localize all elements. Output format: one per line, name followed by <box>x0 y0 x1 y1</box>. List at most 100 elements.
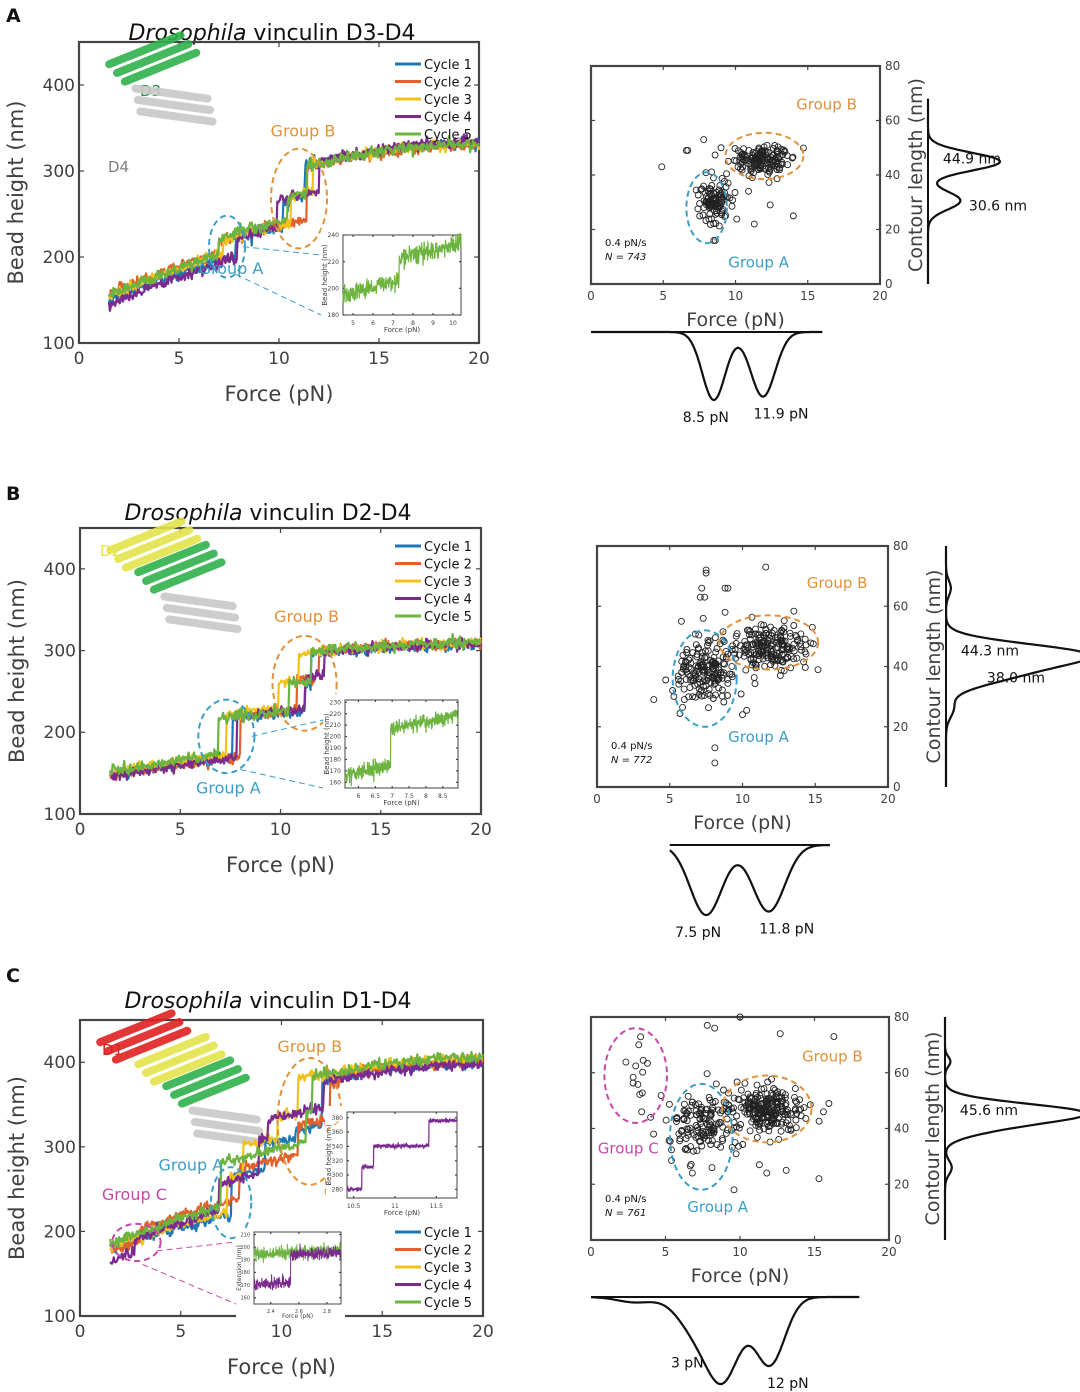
y-tick-label: 180 <box>328 312 340 319</box>
scatter-point <box>712 1080 720 1088</box>
scatter-point <box>760 1085 768 1093</box>
scatter-point <box>711 1098 719 1105</box>
helix-shape <box>105 31 185 69</box>
scatter-point <box>701 647 709 655</box>
scatter-point <box>773 175 781 183</box>
annotation-group-b: Group B <box>807 574 868 592</box>
y-tick-label: 210 <box>330 722 342 729</box>
annotation-group-b: Group B <box>271 122 336 141</box>
scatter-point <box>683 649 691 656</box>
scatter-point <box>772 1097 780 1105</box>
y-tick-label: 300 <box>43 162 75 182</box>
scatter-point <box>750 220 758 228</box>
y-tick-label: 230 <box>330 699 342 706</box>
scatter-point <box>650 696 658 704</box>
inset-x-label: Force (pN) <box>384 326 421 334</box>
scatter-point <box>739 711 746 719</box>
x-tick-label: 10 <box>271 1322 293 1342</box>
scatter-point <box>777 634 785 641</box>
scatter-point <box>699 1131 707 1139</box>
scatter-point <box>767 623 774 631</box>
group-ellipse <box>718 614 820 671</box>
protein-structure-image <box>96 1009 266 1147</box>
scatter-point <box>777 629 785 637</box>
scatter-point <box>716 1109 724 1117</box>
legend-label: Cycle 2 <box>424 76 472 91</box>
scatter-point <box>800 658 808 666</box>
scatter-point <box>752 625 759 633</box>
inset-y-label: Bead height (nm) <box>323 713 331 775</box>
group-ellipse <box>668 1082 734 1191</box>
scatter-point <box>738 166 746 174</box>
legend-label: Cycle 4 <box>424 111 472 126</box>
scatter-point <box>682 666 690 674</box>
helix-shape <box>190 1117 264 1136</box>
scatter-point <box>772 1109 780 1117</box>
scatter-point <box>718 207 726 215</box>
scatter-point <box>792 1097 799 1105</box>
scatter-point <box>786 629 794 637</box>
x-tick-label: 5 <box>351 320 355 327</box>
y-tick-label: 20 <box>894 1177 909 1191</box>
scatter-point <box>763 1169 771 1177</box>
y-tick-label: 100 <box>43 334 75 354</box>
y-tick-label: 400 <box>44 560 76 580</box>
group-ellipse <box>685 171 728 245</box>
scatter-point <box>704 639 712 646</box>
x-tick-label: 20 <box>470 820 492 840</box>
inset-y-label: Bead height (nm) <box>325 1124 333 1186</box>
scatter-point <box>723 1126 731 1134</box>
x-tick-label: 10 <box>268 349 290 369</box>
group-ellipse <box>197 698 256 775</box>
scatter-point <box>680 662 688 670</box>
scatter-point <box>737 1121 745 1128</box>
scatter-point <box>753 1081 761 1089</box>
y-axis-label: Bead height (nm) <box>5 579 29 763</box>
scatter-point <box>622 1058 630 1066</box>
scatter-point <box>752 630 760 638</box>
x-axis-label: Force (pN) <box>693 812 792 834</box>
peak-label: 7.5 pN <box>675 925 721 941</box>
scatter-point <box>674 676 682 683</box>
scatter-point <box>697 658 705 666</box>
scatter-point <box>734 1095 742 1103</box>
x-tick-label: 0 <box>75 820 86 840</box>
scatter-point <box>715 222 723 230</box>
scatter-point <box>684 1092 692 1100</box>
trace-chart-a: 0 5 10 15 20 100 200 300 400 Force (pN) Bead heigh… <box>4 31 490 406</box>
scatter-point <box>692 1122 700 1129</box>
scatter-point <box>736 1013 744 1021</box>
scatter-point <box>732 632 740 640</box>
scatter-point <box>764 646 772 654</box>
scatter-point <box>777 1127 785 1135</box>
scatter-point <box>741 1079 749 1087</box>
x-tick-label: 9 <box>431 320 435 327</box>
scatter-point <box>750 649 758 657</box>
helix-shape <box>165 615 242 634</box>
y-tick-label: 0 <box>893 780 901 794</box>
panel-letter-a: A <box>6 5 21 27</box>
y-axis-label: Bead height (nm) <box>5 1076 29 1260</box>
scatter-point <box>701 593 709 601</box>
scatter-point <box>754 1100 762 1107</box>
scatter-point <box>712 219 720 227</box>
x-tick-label: 0 <box>74 349 85 369</box>
scatter-point <box>753 152 761 159</box>
y-tick-label: 300 <box>332 1172 344 1179</box>
y-tick-label: 60 <box>894 1066 909 1080</box>
x-tick-label: 10 <box>732 1245 747 1259</box>
scatter-point <box>635 1041 643 1049</box>
scatter-point <box>718 686 726 694</box>
scatter-point <box>762 629 770 637</box>
scatter-point <box>709 695 717 702</box>
scatter-point <box>743 641 751 649</box>
scatter-point <box>699 678 707 686</box>
x-tick-label: 20 <box>468 349 490 369</box>
y-tick-label: 100 <box>44 1307 76 1327</box>
peak-label: 12 pN <box>767 1376 809 1392</box>
inset-chart-2: 2.4 2.6 2.8 160 170 180 190 200 210 Force (pN) Ext… <box>236 1228 345 1322</box>
scatter-point <box>698 653 706 661</box>
scatter-point <box>771 651 779 659</box>
scatter-point <box>745 631 753 639</box>
